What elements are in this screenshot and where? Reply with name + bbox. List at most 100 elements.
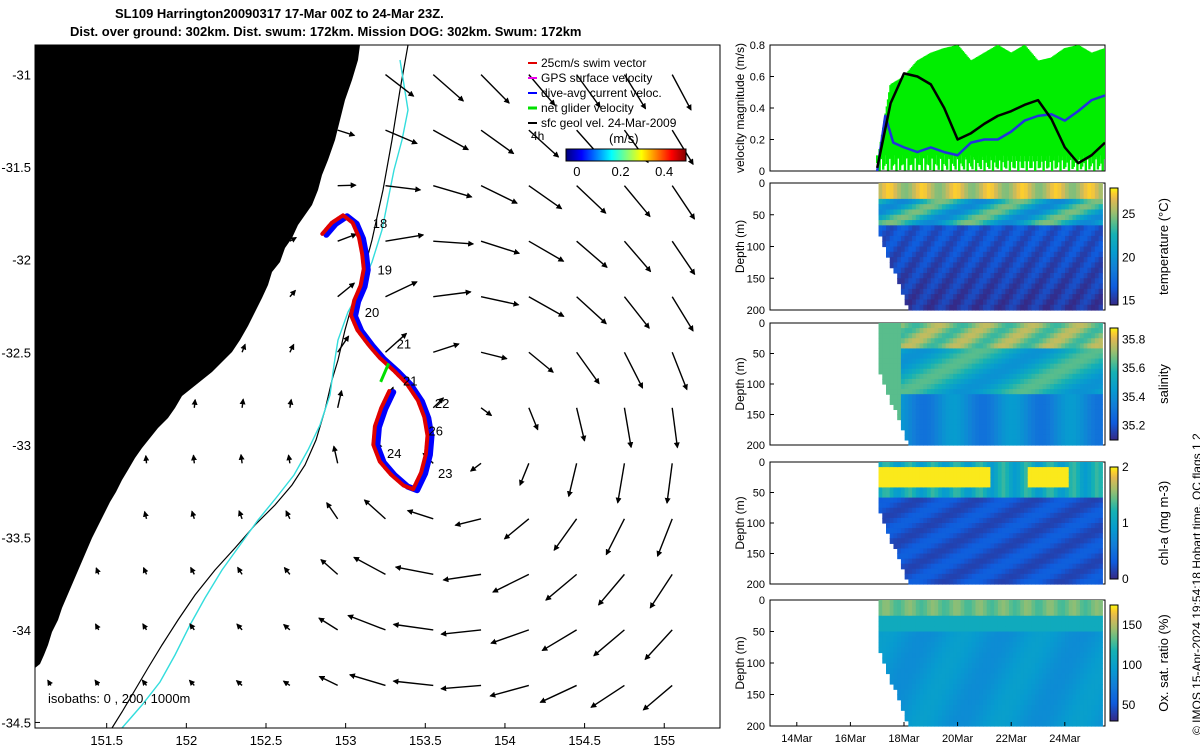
section-cell [1012,235,1018,242]
section-cell [1076,198,1081,205]
section-cell [897,193,902,200]
section-cell [964,333,969,339]
section-cell [1009,241,1014,248]
map-x-axis: 151.5 152 152.5 153 153.5 154 154.5 155 [90,723,675,748]
section-cell [1042,568,1047,575]
section-cell [975,378,980,385]
section-cell [1068,568,1074,575]
section-cell [982,257,988,263]
map-colorbar-step [665,149,667,161]
section-cell [1065,389,1070,395]
section-cell [953,272,958,279]
section-cell [960,487,965,494]
section-cell [1001,299,1006,306]
section-cell [979,512,984,519]
section-cell [930,538,936,544]
section-cell [1001,502,1006,509]
section-cell [1094,482,1100,489]
section-cell [1072,241,1077,248]
section-cell [1050,404,1055,411]
section-colorbar-tick-label: 25 [1122,207,1136,221]
section-cell [1057,214,1062,221]
section-cell [994,348,999,355]
section-cell [1046,328,1051,334]
section-cell [1091,384,1096,390]
section-colorbar-step [1110,558,1118,560]
current-vector [489,684,530,698]
section-cell [1009,487,1014,494]
section-cell [997,573,1003,580]
section-cell [949,487,954,494]
section-cell [919,241,924,248]
section-cell [956,502,962,509]
section-cell [904,283,909,290]
section-cell [912,419,917,426]
section-cell [1023,502,1029,509]
section-cell [941,409,947,416]
section-cell [1027,262,1033,269]
section-cell [1068,404,1074,411]
section-cell [934,235,939,242]
section-cell [1076,477,1081,483]
section-cell [964,251,969,258]
section-cell [1050,188,1055,195]
section-cell [1098,472,1103,478]
section-cell [994,424,999,431]
section-cell [1023,538,1029,544]
section-cell [1020,299,1025,306]
section-cell [945,482,951,489]
section-cell [1009,414,1014,421]
section-cell [1098,204,1103,211]
section-cell [1091,533,1096,539]
section-cell [968,548,973,555]
section-cell [1038,288,1044,295]
section-cell [1038,394,1044,400]
section-cell [1012,409,1018,416]
section-cell [1061,517,1066,524]
section-cell [908,439,913,446]
section-cell [1057,384,1062,390]
section-cell [1065,378,1070,385]
section-cell [997,294,1003,301]
section-cell [915,553,921,560]
section-cell [1083,394,1089,400]
section-cell [1038,225,1044,232]
section-colorbar-step [1110,355,1118,357]
section-cell [1094,563,1100,570]
section-cell [923,492,928,499]
section-cell [1001,507,1006,514]
section-cell [889,353,895,360]
section-cell [982,568,988,575]
section-cell [878,358,883,365]
section-cell [1083,528,1089,534]
section-cell [1076,299,1081,306]
section-cell [1020,414,1025,421]
section-cell [960,563,965,570]
section-cell [1050,294,1055,301]
map-colorbar-step [629,149,631,161]
section-cell [1057,563,1062,570]
section-cell [1012,563,1018,570]
section-cell [1094,492,1100,499]
section-cell [1001,439,1006,446]
section-cell [990,482,995,489]
section-cell [1053,225,1059,232]
section-cell [927,188,932,195]
section-cell [1068,434,1074,441]
section-cell [1065,328,1070,334]
section-cell [945,368,951,375]
section-cell [900,323,906,329]
section-cell [1068,246,1074,253]
section-cell [979,241,984,248]
section-cell [919,363,924,370]
section-cell [975,512,980,519]
section-cell [908,399,913,405]
section-colorbar-step [1110,190,1118,192]
section-cell [1042,399,1047,405]
section-cell [919,543,924,550]
section-cell [990,183,995,189]
section-cell [990,378,995,385]
section-cell [1065,267,1070,274]
section-cell [982,389,988,395]
